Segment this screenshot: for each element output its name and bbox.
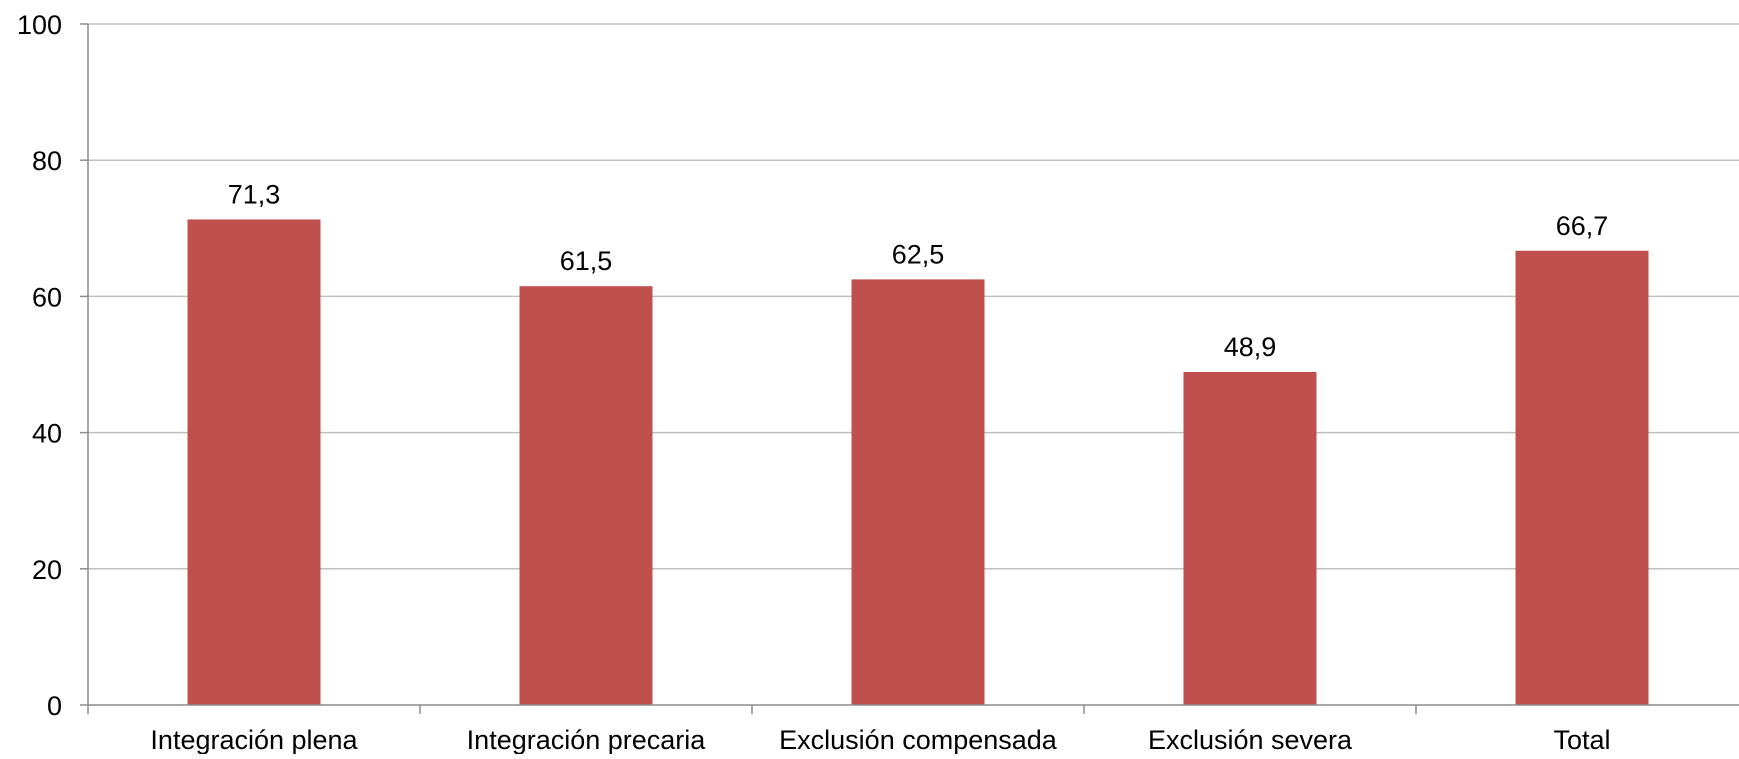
category-label: Integración precaria bbox=[467, 725, 707, 754]
y-tick-label: 20 bbox=[32, 555, 62, 585]
bars bbox=[187, 219, 1649, 705]
bar bbox=[1183, 371, 1317, 705]
data-label: 66,7 bbox=[1556, 211, 1609, 241]
category-label: Total bbox=[1553, 725, 1610, 754]
y-tick-label: 0 bbox=[47, 691, 62, 721]
data-label: 48,9 bbox=[1224, 332, 1277, 362]
data-label: 61,5 bbox=[560, 246, 613, 276]
category-label: Exclusión compensada bbox=[779, 725, 1058, 754]
y-tick-label: 40 bbox=[32, 419, 62, 449]
labels: 0 20 40 60 80 100 71,3 Integración plena 61,5 Int… bbox=[17, 10, 1611, 755]
bar bbox=[187, 219, 321, 705]
data-label: 71,3 bbox=[228, 179, 281, 209]
category-label: Exclusión severa bbox=[1148, 725, 1353, 754]
y-tick-label: 80 bbox=[32, 146, 62, 176]
bar bbox=[1515, 250, 1649, 705]
category-label: Integración plena bbox=[150, 725, 358, 754]
data-label: 62,5 bbox=[892, 239, 945, 269]
y-tick-label: 100 bbox=[17, 10, 62, 40]
bar bbox=[851, 279, 985, 705]
y-tick-label: 60 bbox=[32, 282, 62, 312]
bar bbox=[519, 286, 653, 705]
axes bbox=[80, 23, 1739, 714]
